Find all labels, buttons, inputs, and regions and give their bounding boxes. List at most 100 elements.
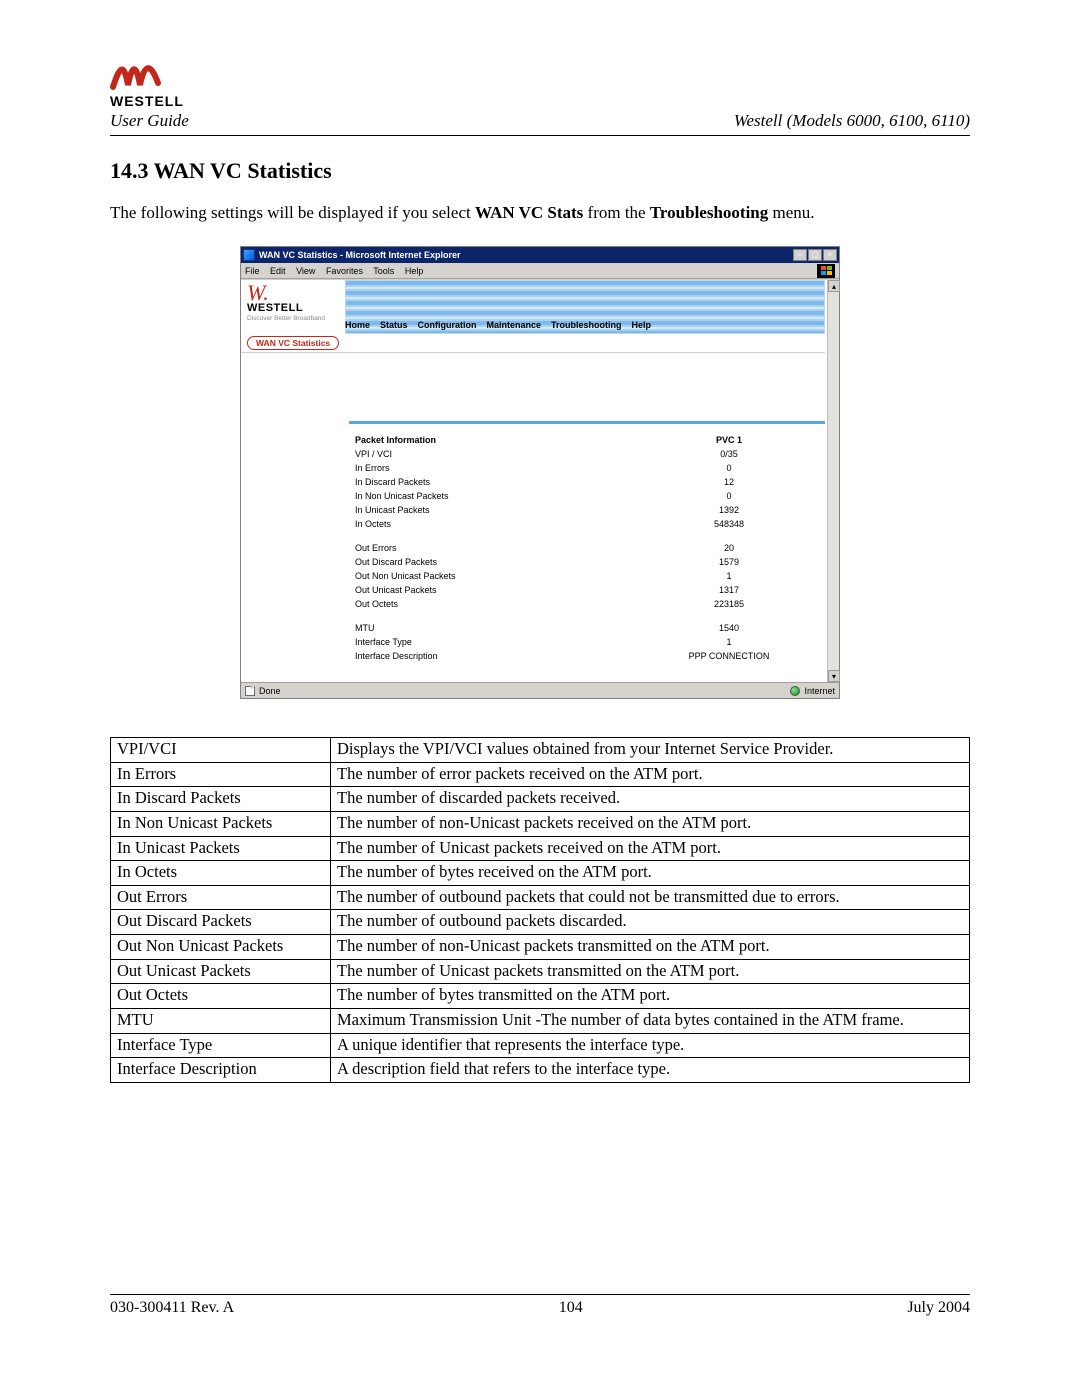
logo-block: WESTELL bbox=[110, 55, 970, 109]
done-icon bbox=[245, 686, 255, 696]
term-cell: MTU bbox=[111, 1008, 331, 1033]
nav-help[interactable]: Help bbox=[632, 320, 652, 330]
maximize-button[interactable]: ▢ bbox=[808, 249, 822, 261]
stat-label: Interface Type bbox=[351, 636, 633, 648]
table-row: In Non Unicast PacketsThe number of non-… bbox=[111, 811, 970, 836]
brand-column: W. WESTELL Discover Better Broadband bbox=[241, 280, 345, 334]
definition-cell: The number of Unicast packets transmitte… bbox=[331, 959, 970, 984]
page-content: ▴ ▾ W. WESTELL Discover Better Broadband… bbox=[241, 279, 839, 682]
table-row: In Unicast PacketsThe number of Unicast … bbox=[111, 836, 970, 861]
stat-value: 1 bbox=[635, 570, 823, 582]
term-cell: Out Octets bbox=[111, 984, 331, 1009]
menu-help[interactable]: Help bbox=[405, 266, 424, 276]
intro-bold-2: Troubleshooting bbox=[650, 203, 768, 222]
page-body: WESTELL User Guide Westell (Models 6000,… bbox=[110, 55, 970, 1083]
brand-name: WESTELL bbox=[247, 302, 341, 314]
stat-label: In Octets bbox=[351, 518, 633, 530]
minimize-button[interactable]: – bbox=[793, 249, 807, 261]
definition-cell: Maximum Transmission Unit -The number of… bbox=[331, 1008, 970, 1033]
intro-text: The following settings will be displayed… bbox=[110, 203, 475, 222]
stat-value: 0/35 bbox=[635, 448, 823, 460]
content-divider bbox=[241, 352, 825, 353]
stat-value: 223185 bbox=[635, 598, 823, 610]
menu-tools[interactable]: Tools bbox=[373, 266, 394, 276]
header-right: Westell (Models 6000, 6100, 6110) bbox=[734, 111, 970, 131]
menu-edit[interactable]: Edit bbox=[270, 266, 286, 276]
section-title: 14.3 WAN VC Statistics bbox=[110, 158, 970, 184]
windows-flag-icon bbox=[817, 264, 835, 278]
header-row: User Guide Westell (Models 6000, 6100, 6… bbox=[110, 111, 970, 131]
table-row: Out Unicast PacketsThe number of Unicast… bbox=[111, 959, 970, 984]
menu-view[interactable]: View bbox=[296, 266, 315, 276]
section-intro: The following settings will be displayed… bbox=[110, 202, 970, 224]
stat-value: 0 bbox=[635, 490, 823, 502]
definition-cell: A unique identifier that represents the … bbox=[331, 1033, 970, 1058]
stat-value: 548348 bbox=[635, 518, 823, 530]
footer-right: July 2004 bbox=[907, 1299, 970, 1317]
table-row: In ErrorsThe number of error packets rec… bbox=[111, 762, 970, 787]
brand-tagline: Discover Better Broadband bbox=[247, 315, 341, 322]
stats-table: Packet Information PVC 1 VPI / VCI0/35 I… bbox=[349, 430, 825, 664]
term-cell: Interface Description bbox=[111, 1058, 331, 1083]
table-row: MTUMaximum Transmission Unit -The number… bbox=[111, 1008, 970, 1033]
stat-value: 20 bbox=[635, 542, 823, 554]
stat-label: Out Errors bbox=[351, 542, 633, 554]
scroll-up-button[interactable]: ▴ bbox=[828, 280, 840, 292]
footer-left: 030-300411 Rev. A bbox=[110, 1299, 234, 1317]
term-cell: In Unicast Packets bbox=[111, 836, 331, 861]
stat-value: 12 bbox=[635, 476, 823, 488]
definition-cell: The number of bytes received on the ATM … bbox=[331, 861, 970, 886]
table-row: Out Discard PacketsThe number of outboun… bbox=[111, 910, 970, 935]
term-cell: In Non Unicast Packets bbox=[111, 811, 331, 836]
section-heading: WAN VC Statistics bbox=[154, 158, 332, 183]
stat-label: In Unicast Packets bbox=[351, 504, 633, 516]
term-cell: Out Non Unicast Packets bbox=[111, 935, 331, 960]
close-button[interactable]: × bbox=[823, 249, 837, 261]
intro-bold-1: WAN VC Stats bbox=[475, 203, 583, 222]
term-cell: Out Unicast Packets bbox=[111, 959, 331, 984]
stat-label: Out Unicast Packets bbox=[351, 584, 633, 596]
westell-logo-icon bbox=[110, 55, 180, 95]
menu-favorites[interactable]: Favorites bbox=[326, 266, 363, 276]
ie-icon bbox=[243, 249, 255, 261]
stat-label: Out Octets bbox=[351, 598, 633, 610]
menubar-items: File Edit View Favorites Tools Help bbox=[245, 266, 431, 276]
definition-cell: The number of non-Unicast packets transm… bbox=[331, 935, 970, 960]
brand-script-icon: W. bbox=[247, 286, 341, 300]
definition-cell: The number of outbound packets that coul… bbox=[331, 885, 970, 910]
header-left: User Guide bbox=[110, 111, 189, 131]
nav-troubleshooting[interactable]: Troubleshooting bbox=[551, 320, 622, 330]
status-text: Done bbox=[259, 686, 281, 696]
scroll-down-button[interactable]: ▾ bbox=[828, 670, 840, 682]
term-cell: In Discard Packets bbox=[111, 787, 331, 812]
nav-status[interactable]: Status bbox=[380, 320, 408, 330]
stats-header-left: Packet Information bbox=[351, 432, 633, 446]
definition-cell: The number of bytes transmitted on the A… bbox=[331, 984, 970, 1009]
window-title: WAN VC Statistics - Microsoft Internet E… bbox=[259, 250, 461, 260]
definition-cell: The number of error packets received on … bbox=[331, 762, 970, 787]
term-cell: Interface Type bbox=[111, 1033, 331, 1058]
term-cell: In Errors bbox=[111, 762, 331, 787]
stat-value: 1317 bbox=[635, 584, 823, 596]
nav-maintenance[interactable]: Maintenance bbox=[487, 320, 542, 330]
subnav-pill[interactable]: WAN VC Statistics bbox=[247, 336, 339, 350]
table-row: Interface TypeA unique identifier that r… bbox=[111, 1033, 970, 1058]
zone-text: Internet bbox=[804, 686, 835, 696]
stats-header-right: PVC 1 bbox=[635, 432, 823, 446]
nav-home[interactable]: Home bbox=[345, 320, 370, 330]
menu-file[interactable]: File bbox=[245, 266, 260, 276]
definition-cell: A description field that refers to the i… bbox=[331, 1058, 970, 1083]
vertical-scrollbar[interactable]: ▴ ▾ bbox=[827, 280, 839, 682]
term-cell: Out Discard Packets bbox=[111, 910, 331, 935]
nav-configuration[interactable]: Configuration bbox=[418, 320, 477, 330]
stat-label: Out Non Unicast Packets bbox=[351, 570, 633, 582]
definition-cell: The number of Unicast packets received o… bbox=[331, 836, 970, 861]
stat-value: 1392 bbox=[635, 504, 823, 516]
intro-text-2: from the bbox=[583, 203, 650, 222]
definition-cell: The number of non-Unicast packets receiv… bbox=[331, 811, 970, 836]
term-cell: VPI/VCI bbox=[111, 738, 331, 763]
table-row: Out Non Unicast PacketsThe number of non… bbox=[111, 935, 970, 960]
table-row: In OctetsThe number of bytes received on… bbox=[111, 861, 970, 886]
stat-label: VPI / VCI bbox=[351, 448, 633, 460]
stats-panel: Packet Information PVC 1 VPI / VCI0/35 I… bbox=[349, 421, 825, 664]
